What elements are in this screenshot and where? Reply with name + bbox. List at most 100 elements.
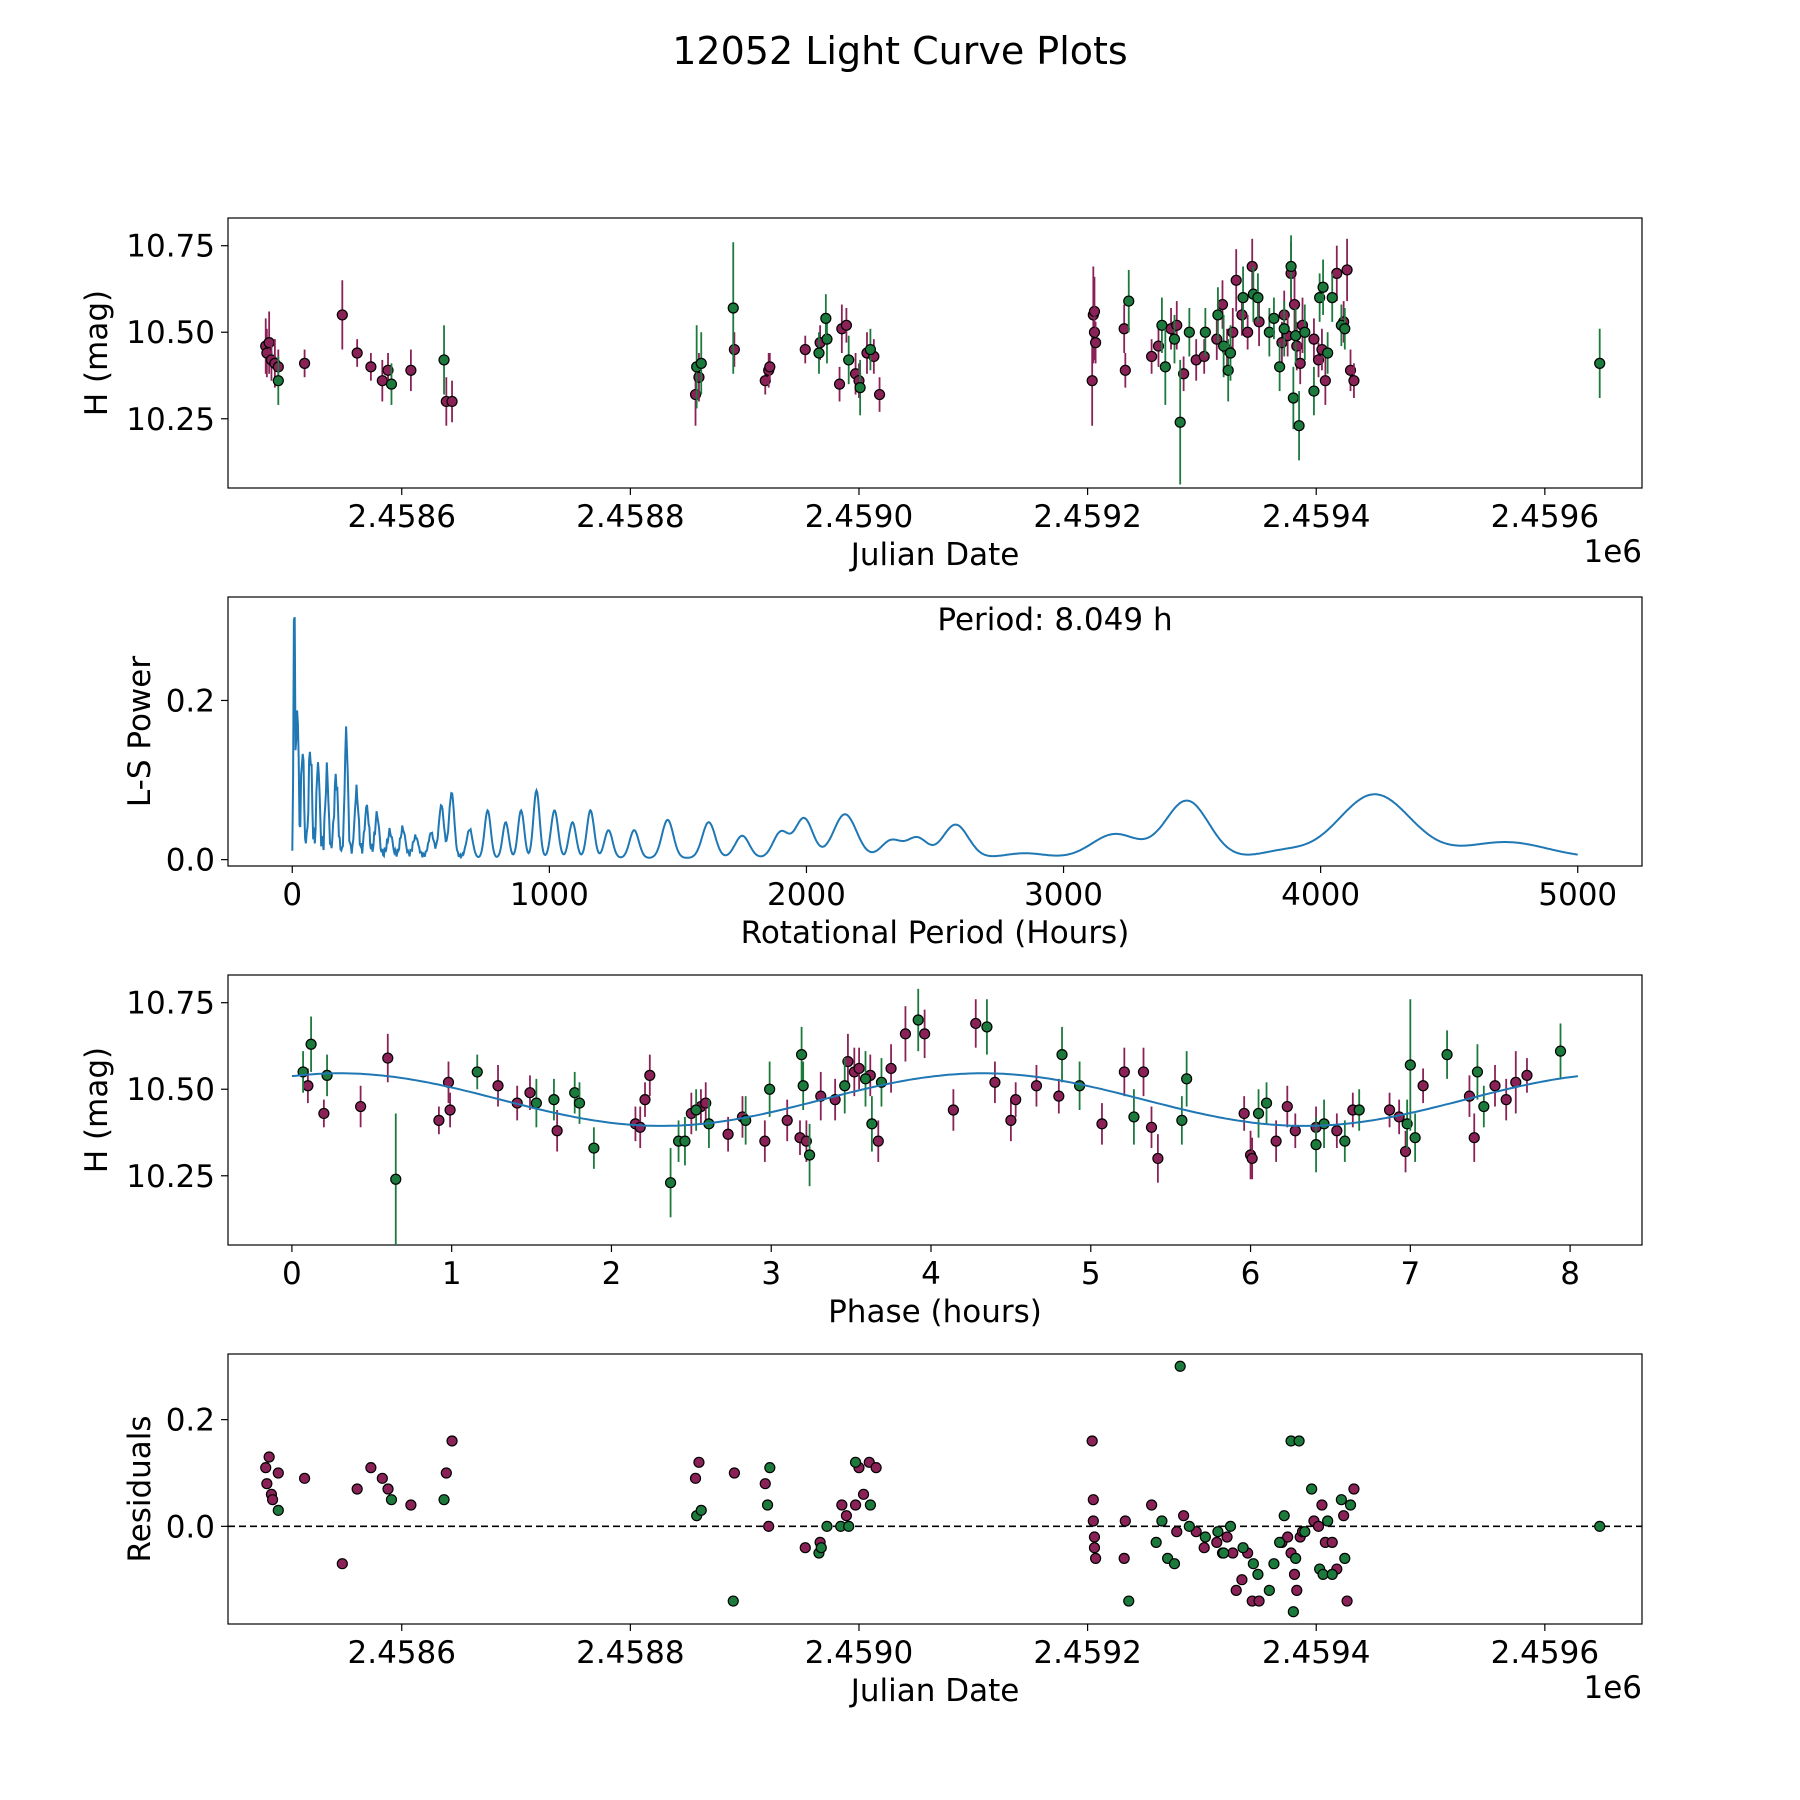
- y-tick-label: 0.2: [166, 683, 215, 719]
- data-point: [1247, 1558, 1259, 1570]
- data-point: [1326, 1568, 1338, 1580]
- data-point: [1274, 1536, 1286, 1548]
- data-point: [1290, 330, 1302, 342]
- data-point: [1010, 1094, 1022, 1106]
- y-tick-label: 0.0: [166, 1509, 215, 1545]
- data-point: [1348, 1483, 1360, 1495]
- data-point: [1308, 385, 1320, 397]
- data-point: [524, 1087, 536, 1099]
- data-point: [1317, 281, 1329, 293]
- data-point: [1500, 1094, 1512, 1106]
- data-point: [1326, 1536, 1338, 1548]
- fit-curve: [291, 1072, 1579, 1127]
- data-point: [1339, 1552, 1351, 1564]
- data-point: [1211, 1536, 1223, 1548]
- data-point: [1291, 1584, 1303, 1596]
- data-point: [1152, 1152, 1164, 1165]
- data-point: [1478, 1100, 1490, 1113]
- data-point: [1212, 1526, 1224, 1538]
- phase-panel: 0 1 2 3 4 5 6 7 8 10.25 10.50 10.75 Phase (hours) H (…: [79, 974, 1643, 1330]
- x-tick-label: 0: [282, 1256, 302, 1292]
- data-point: [1335, 1494, 1347, 1506]
- data-point: [1521, 1069, 1533, 1081]
- data-point: [1310, 1139, 1322, 1151]
- data-point: [1331, 267, 1343, 279]
- data-point: [272, 1504, 284, 1516]
- data-point: [1246, 260, 1258, 273]
- y-tick-label: 10.25: [126, 402, 215, 438]
- x-tick-label: 5: [1081, 1256, 1101, 1292]
- data-point: [761, 1499, 774, 1511]
- data-point: [272, 1467, 284, 1479]
- data-point: [1224, 347, 1237, 359]
- data-point: [799, 1542, 811, 1554]
- x-tick-label: 2.4594: [1262, 499, 1370, 535]
- data-point: [298, 357, 311, 369]
- data-point: [438, 1494, 450, 1506]
- data-point: [690, 1104, 702, 1116]
- data-point: [1270, 1135, 1282, 1147]
- data-point: [1404, 1059, 1416, 1071]
- data-point: [1281, 1100, 1293, 1113]
- data-point: [1348, 375, 1360, 387]
- x-tick-label: 2.4596: [1491, 499, 1599, 535]
- data-point: [1326, 292, 1338, 304]
- x-tick-label: 3: [761, 1256, 781, 1292]
- data-point: [1287, 1606, 1299, 1618]
- data-point: [365, 361, 377, 373]
- data-point: [722, 1128, 734, 1140]
- data-point: [382, 1483, 394, 1495]
- data-point: [1282, 1531, 1294, 1543]
- data-point: [266, 1494, 279, 1506]
- data-point: [1171, 319, 1183, 331]
- data-point: [1317, 1568, 1329, 1580]
- data-point: [693, 371, 705, 383]
- periodogram-panel: 0 1000 2000 3000 4000 5000 0.0 0.2 Rotational Pe…: [122, 596, 1643, 951]
- y-axis-label: H (mag): [79, 290, 115, 416]
- x-tick-label: 7: [1400, 1256, 1420, 1292]
- y-axis-label: Residuals: [122, 1415, 158, 1562]
- data-point: [795, 1049, 808, 1061]
- data-point: [1216, 298, 1229, 311]
- data-point: [764, 1462, 776, 1474]
- data-point: [1299, 326, 1311, 338]
- data-point: [1174, 1360, 1186, 1372]
- x-tick-label: 2.4588: [576, 499, 684, 535]
- data-point: [351, 1483, 363, 1495]
- y-tick-label: 10.25: [126, 1159, 215, 1195]
- x-tick-label: 2.4590: [805, 499, 913, 535]
- data-point: [1199, 1531, 1211, 1543]
- data-point: [1339, 1135, 1351, 1147]
- residuals-panel: 2.4586 2.4588 2.4590 2.4592 2.4594 2.4596 0.0 0…: [122, 1353, 1643, 1709]
- data-point: [588, 1142, 600, 1154]
- data-point: [1198, 350, 1210, 363]
- data-point: [899, 1028, 912, 1040]
- data-point: [376, 1472, 388, 1484]
- x-axis-label: Julian Date: [849, 537, 1020, 573]
- data-point: [1123, 1595, 1135, 1607]
- data-point: [444, 1104, 456, 1116]
- data-point: [854, 382, 866, 394]
- data-point: [857, 1488, 870, 1500]
- x-tick-label: 1000: [510, 877, 589, 913]
- x-tick-label: 2.4586: [348, 1635, 456, 1671]
- data-point: [336, 309, 348, 321]
- data-point: [1168, 1558, 1181, 1570]
- y-tick-label: 10.50: [126, 315, 215, 351]
- data-point: [728, 343, 740, 356]
- data-point: [1090, 337, 1102, 349]
- data-point: [1260, 1097, 1273, 1109]
- data-point: [1289, 1125, 1301, 1137]
- data-point: [1118, 1552, 1130, 1564]
- data-point: [446, 395, 458, 408]
- data-point: [1119, 364, 1131, 376]
- data-point: [695, 1504, 707, 1516]
- x-tick-label: 2.4586: [348, 499, 456, 535]
- data-point: [1339, 323, 1351, 335]
- data-point: [803, 1149, 816, 1161]
- data-point: [764, 361, 776, 373]
- data-point: [839, 1080, 851, 1092]
- data-point: [727, 302, 739, 314]
- data-point: [821, 333, 833, 345]
- x-offset-label: 1e6: [1583, 1670, 1642, 1706]
